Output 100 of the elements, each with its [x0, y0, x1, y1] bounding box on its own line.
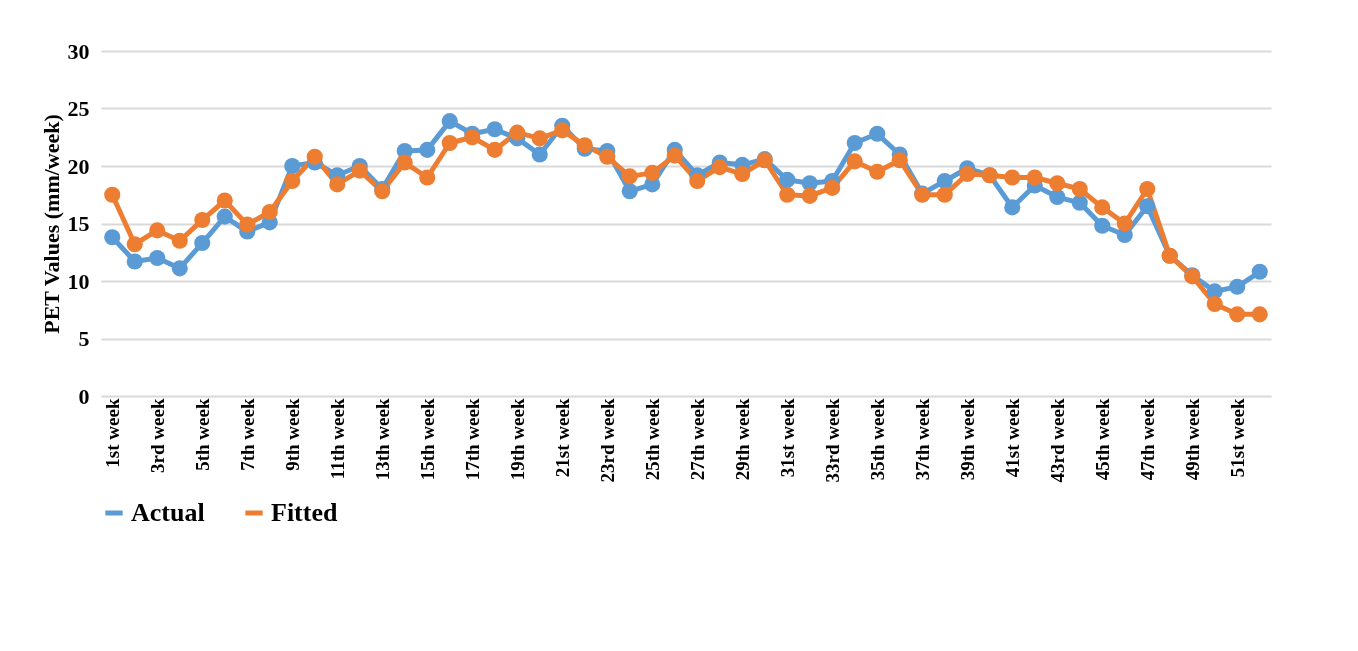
y-tick-label: 20 [67, 153, 90, 179]
y-tick-label: 15 [67, 211, 90, 236]
point [1049, 175, 1066, 192]
point [216, 208, 233, 225]
point [1229, 278, 1246, 295]
x-tick-label: 31st week [776, 398, 798, 478]
x-tick-label: 45th week [1091, 398, 1113, 481]
point [621, 183, 638, 200]
x-tick-label: 51st week [1226, 398, 1248, 478]
point [284, 172, 301, 189]
point [1139, 180, 1156, 198]
point [554, 122, 571, 139]
point [1004, 199, 1021, 216]
point [869, 163, 886, 180]
x-tick-label: 15th week [416, 398, 438, 481]
point [644, 164, 661, 181]
point [599, 148, 616, 165]
point [711, 159, 728, 176]
point [1026, 169, 1043, 186]
point [419, 141, 436, 158]
x-tick-label: 5th week [191, 398, 213, 471]
point [126, 236, 143, 253]
point [1251, 306, 1268, 323]
x-tick-label: 7th week [236, 398, 258, 471]
point [1206, 295, 1223, 313]
point [689, 172, 706, 189]
x-tick-label: 29th week [731, 398, 753, 481]
point [779, 171, 796, 188]
point [1094, 217, 1111, 234]
y-tick-label: 5 [78, 326, 90, 351]
point [1251, 263, 1268, 280]
y-tick-label: 10 [67, 268, 90, 294]
point [936, 186, 953, 203]
point [666, 147, 683, 164]
point [621, 168, 638, 185]
point [441, 134, 458, 152]
point [306, 148, 323, 165]
x-tick-label: 3rd week [146, 398, 168, 473]
point [1229, 306, 1246, 323]
point [104, 186, 121, 203]
x-tick-label: 41st week [1001, 398, 1023, 478]
x-tick-label: 21st week [551, 398, 573, 478]
point [261, 203, 278, 221]
point [104, 229, 121, 246]
x-tick-label: 1st week [101, 398, 123, 468]
point [149, 222, 166, 239]
point [531, 146, 548, 163]
point [1071, 180, 1088, 198]
point [779, 186, 796, 203]
point [216, 192, 233, 209]
point [801, 187, 818, 204]
point [1071, 194, 1088, 211]
point [891, 152, 908, 169]
x-tick-label: 43rd week [1046, 398, 1068, 483]
point [239, 216, 256, 233]
x-tick-label: 49th week [1181, 398, 1203, 481]
x-tick-label: 23rd week [596, 398, 618, 483]
point [329, 176, 346, 193]
point [194, 235, 211, 252]
y-tick-label: 30 [67, 38, 90, 64]
x-tick-label: 9th week [281, 398, 303, 471]
legend-label: Actual [131, 498, 205, 527]
x-tick-label: 47th week [1136, 398, 1158, 481]
x-tick-label: 13th week [371, 398, 393, 481]
x-tick-label: 27th week [686, 398, 708, 481]
point [1094, 199, 1111, 216]
legend-label: Fitted [271, 498, 338, 527]
y-tick-label: 0 [78, 383, 90, 409]
point [1139, 198, 1156, 215]
point [194, 212, 211, 229]
point [171, 260, 188, 277]
x-tick-label: 37th week [911, 398, 933, 481]
point [486, 121, 503, 138]
x-tick-label: 11th week [326, 398, 348, 480]
x-tick-label: 35th week [866, 398, 888, 481]
point [824, 179, 841, 196]
point [351, 162, 368, 179]
point [869, 125, 886, 142]
point [509, 124, 526, 141]
y-axis-title: PET Values (mm/week) [38, 114, 64, 334]
point [126, 253, 143, 270]
point [1116, 215, 1133, 232]
point [936, 172, 953, 189]
point [846, 153, 863, 170]
point [284, 157, 301, 175]
point [149, 249, 166, 267]
x-tick-label: 19th week [506, 398, 528, 481]
point [846, 134, 863, 152]
point [486, 141, 503, 158]
point [171, 232, 188, 249]
point [531, 130, 548, 147]
point [464, 129, 481, 146]
point [419, 169, 436, 186]
x-tick-label: 39th week [956, 398, 978, 481]
point [396, 154, 413, 171]
point [1004, 169, 1021, 186]
point [959, 166, 976, 183]
point [734, 166, 751, 183]
x-tick-label: 33rd week [821, 398, 843, 483]
x-tick-label: 25th week [641, 398, 663, 481]
